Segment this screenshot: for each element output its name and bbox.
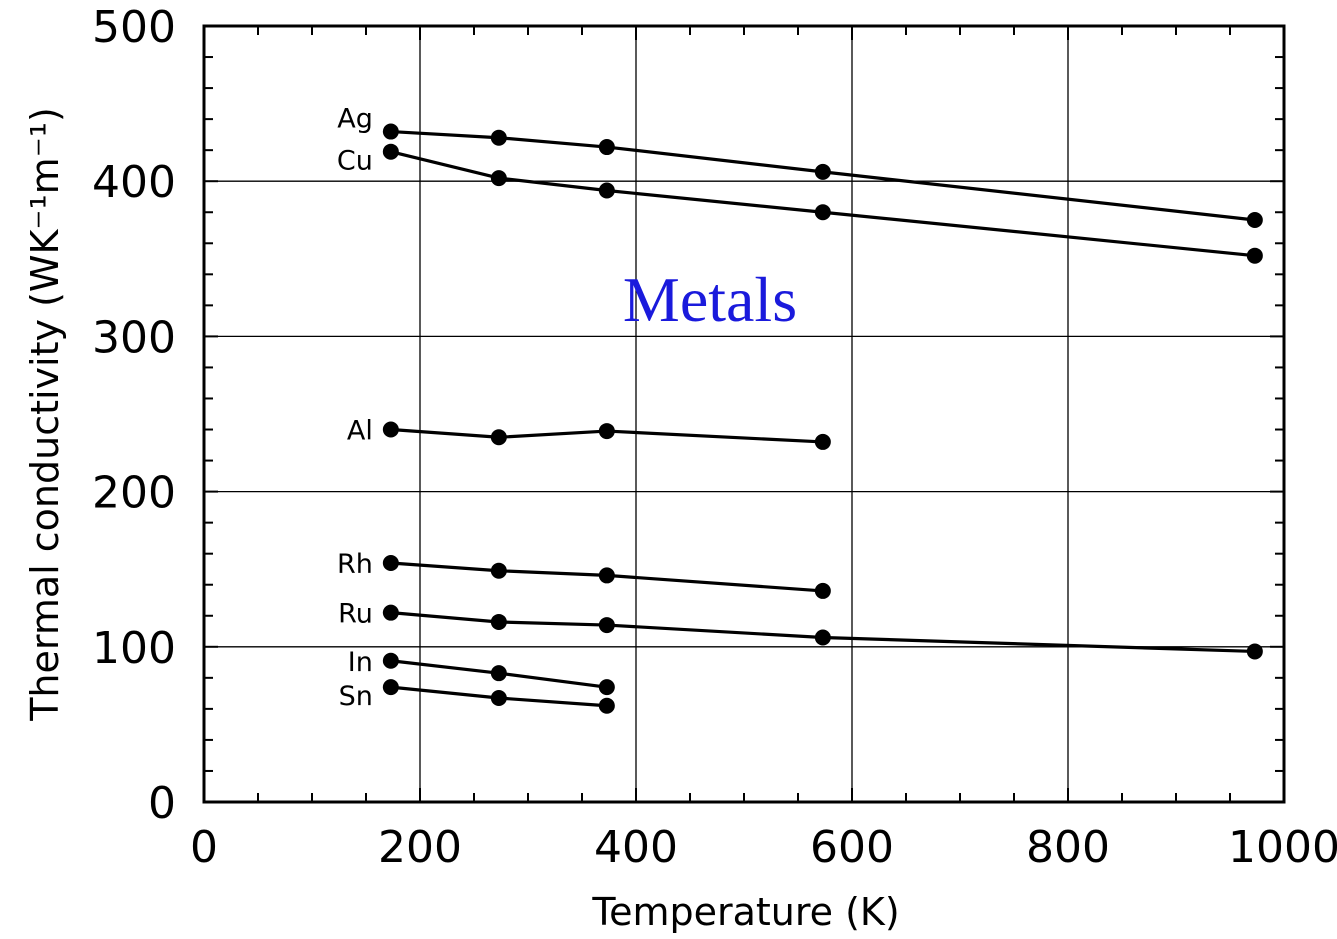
grid bbox=[204, 26, 1284, 802]
series-rh: Rh bbox=[337, 549, 831, 599]
data-point bbox=[814, 163, 831, 180]
data-point bbox=[490, 562, 507, 579]
data-point bbox=[598, 617, 615, 634]
series-ag: Ag bbox=[337, 104, 1263, 228]
data-point bbox=[598, 567, 615, 584]
data-point bbox=[490, 429, 507, 446]
minor-ticks bbox=[204, 26, 1284, 802]
data-point bbox=[490, 665, 507, 682]
x-tick-labels: 0 200 400 600 800 1000 bbox=[190, 822, 1337, 873]
data-point bbox=[382, 679, 399, 696]
series-label: Al bbox=[347, 416, 373, 447]
y-tick-label: 400 bbox=[92, 157, 176, 208]
data-point bbox=[382, 604, 399, 621]
y-tick-label: 0 bbox=[148, 778, 176, 829]
x-tick-label: 400 bbox=[594, 822, 678, 873]
data-point bbox=[598, 139, 615, 156]
x-tick-label: 1000 bbox=[1228, 822, 1337, 873]
data-point bbox=[598, 679, 615, 696]
y-tick-label: 100 bbox=[92, 623, 176, 674]
data-point bbox=[814, 629, 831, 646]
data-point bbox=[382, 554, 399, 571]
y-tick-label: 200 bbox=[92, 468, 176, 519]
data-point bbox=[490, 690, 507, 707]
data-point bbox=[382, 652, 399, 669]
series-label: Rh bbox=[337, 549, 373, 580]
y-tick-label: 500 bbox=[92, 2, 176, 53]
series-label: Cu bbox=[337, 146, 373, 177]
data-point bbox=[1246, 212, 1263, 228]
y-tick-label: 300 bbox=[92, 312, 176, 363]
data-point bbox=[382, 123, 399, 140]
series-label: In bbox=[348, 647, 373, 678]
data-point bbox=[814, 582, 831, 599]
data-point bbox=[382, 421, 399, 438]
data-point bbox=[598, 423, 615, 440]
series-line bbox=[390, 427, 823, 444]
series-label: Ru bbox=[338, 599, 373, 630]
series-al: Al bbox=[347, 416, 831, 450]
data-point bbox=[598, 697, 615, 714]
series-label: Sn bbox=[339, 681, 373, 712]
data-point bbox=[382, 143, 399, 160]
x-tick-label: 0 bbox=[190, 822, 218, 873]
data-point bbox=[598, 182, 615, 199]
series-ru: Ru bbox=[338, 599, 1263, 660]
data-point bbox=[490, 170, 507, 187]
series-in: In bbox=[348, 647, 615, 696]
y-tick-labels: 0 100 200 300 400 500 bbox=[92, 2, 176, 829]
data-point bbox=[490, 613, 507, 630]
data-point bbox=[814, 433, 831, 450]
x-tick-label: 200 bbox=[378, 822, 462, 873]
x-axis-title: Temperature (K) bbox=[591, 890, 899, 934]
series-cu: Cu bbox=[337, 143, 1263, 264]
data-point bbox=[1246, 247, 1263, 264]
series-line bbox=[390, 561, 823, 593]
x-tick-label: 600 bbox=[810, 822, 894, 873]
series-sn: Sn bbox=[339, 679, 615, 714]
y-axis-title: Thermal conductivity (WK⁻¹m⁻¹) bbox=[23, 107, 67, 722]
metals-annotation: Metals bbox=[623, 264, 797, 335]
data-point bbox=[814, 204, 831, 221]
data-point bbox=[1246, 643, 1263, 660]
data-point bbox=[490, 129, 507, 146]
x-tick-label: 800 bbox=[1026, 822, 1110, 873]
series-label: Ag bbox=[337, 104, 373, 135]
